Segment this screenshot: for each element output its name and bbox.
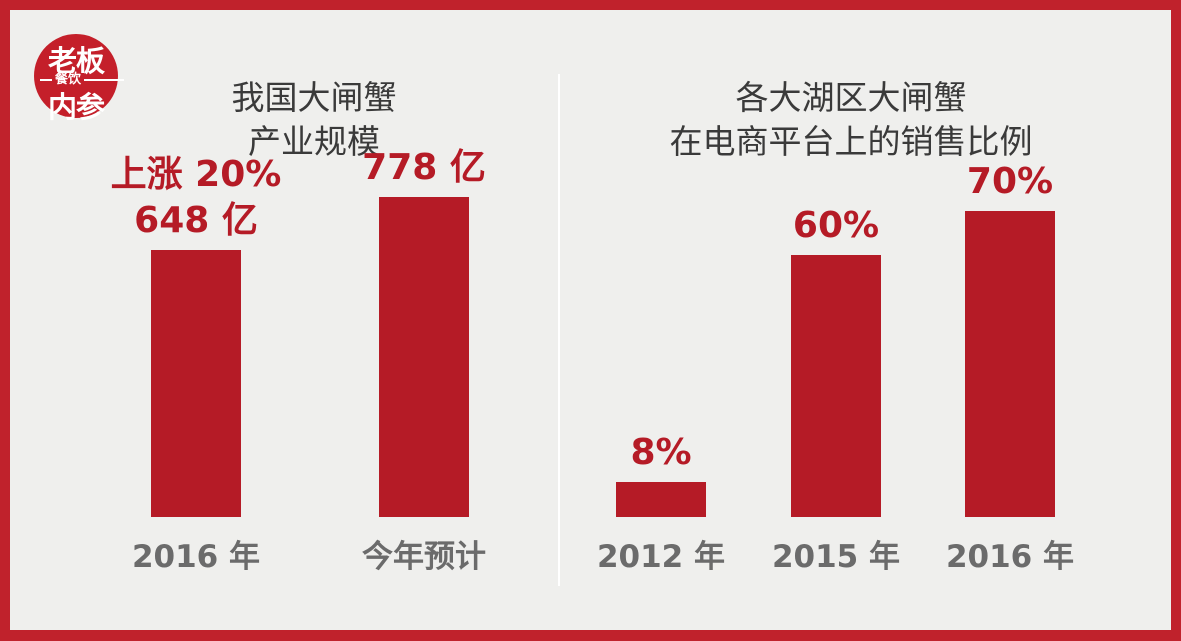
left-value-label-1: 上涨 20% 648 亿 xyxy=(86,152,306,244)
left-value-label-2: 778 亿 xyxy=(314,145,534,191)
left-value-label-1-line-1: 上涨 20% xyxy=(110,154,282,196)
chart-panel: 老板 餐饮 内参 我国大闸蟹 产业规模 各大湖区大闸蟹 在电商平台上的销售比例 … xyxy=(10,10,1171,630)
right-chart-title: 各大湖区大闸蟹 在电商平台上的销售比例 xyxy=(616,76,1086,164)
left-bar-2 xyxy=(379,196,469,517)
left-bar-1 xyxy=(151,250,241,517)
left-chart-title-line-1: 我国大闸蟹 xyxy=(231,78,397,117)
right-value-label-2: 60% xyxy=(726,203,946,249)
right-bar-1 xyxy=(616,482,706,517)
left-category-label-1: 2016 年 xyxy=(131,539,261,575)
right-bar-2 xyxy=(791,254,881,517)
right-chart-title-line-1: 各大湖区大闸蟹 xyxy=(735,78,967,117)
logo: 老板 餐饮 内参 xyxy=(34,34,134,134)
left-value-label-2-line-1: 778 亿 xyxy=(362,146,486,188)
right-value-label-3-line-1: 70% xyxy=(966,161,1054,203)
right-chart-title-line-2: 在电商平台上的销售比例 xyxy=(669,122,1033,161)
logo-text-top: 老板 xyxy=(48,44,105,78)
right-category-label-1: 2012 年 xyxy=(596,539,726,575)
left-value-label-1-line-2: 648 亿 xyxy=(134,200,258,242)
chart-divider xyxy=(558,74,560,586)
logo-text-middle: 餐饮 xyxy=(52,73,85,87)
right-category-label-3: 2016 年 xyxy=(945,539,1075,575)
right-value-label-3: 70% xyxy=(900,159,1120,205)
logo-text-bottom: 内参 xyxy=(48,90,105,124)
right-category-label-2: 2015 年 xyxy=(771,539,901,575)
left-chart-title: 我国大闸蟹 产业规模 xyxy=(214,76,414,164)
right-value-label-2-line-1: 60% xyxy=(792,204,880,246)
right-value-label-1: 8% xyxy=(551,430,771,476)
left-category-label-2: 今年预计 xyxy=(362,539,486,575)
right-value-label-1-line-1: 8% xyxy=(630,432,692,474)
right-bar-3 xyxy=(965,211,1055,517)
left-chart-title-line-2: 产业规模 xyxy=(248,122,380,161)
